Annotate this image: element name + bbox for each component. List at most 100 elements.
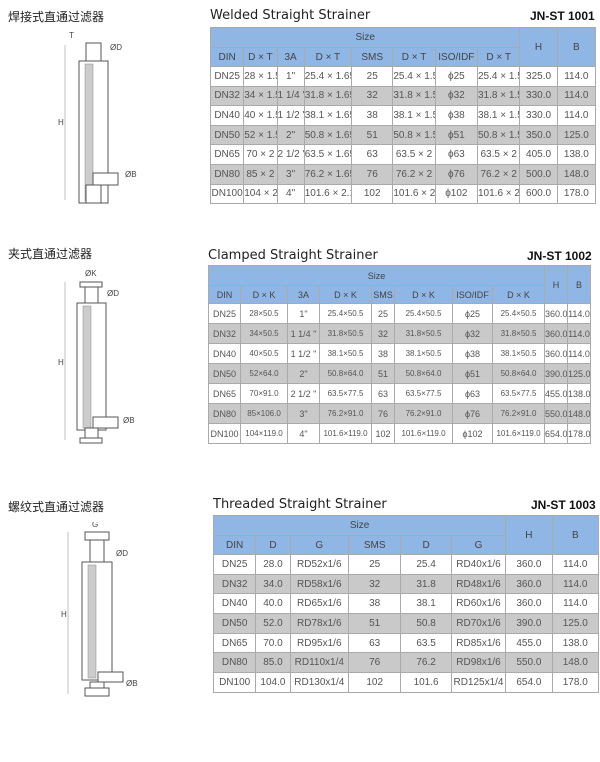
table-cell: DN100 xyxy=(209,183,245,205)
table-cell: 360.0 xyxy=(544,303,569,324)
table-cell: 31.8 × 1.5 xyxy=(392,85,436,107)
table-cell: 38 xyxy=(347,593,402,615)
table-row: DN80 85.0 RD110x1/4 76 76.2 RD98x1/6 550.0 148.… xyxy=(212,652,600,674)
table-cell: 28.0 xyxy=(255,554,291,575)
table-row: DN65 70.0 RD95x1/6 63 63.5 RD85x1/6 455.0 138.0 xyxy=(212,632,600,654)
column-header: D × T xyxy=(392,47,436,67)
model-code: JN-ST 1001 xyxy=(530,9,595,23)
threaded-strainer-table: Size H B DIN D G SMS D G DN25 28.0 RD52x1/6 25 25.4… xyxy=(212,515,600,693)
table-cell: 114.0 xyxy=(567,303,592,324)
table-cell: 76.2 × 2 xyxy=(476,163,521,185)
table-cell: 38.1 xyxy=(400,593,452,615)
column-header: DIN xyxy=(212,535,257,555)
dim-b-label: ØB xyxy=(123,416,135,425)
table-cell: 3" xyxy=(287,403,320,424)
table-cell: DN32 xyxy=(212,573,257,595)
table-cell: DN65 xyxy=(208,383,241,404)
table-cell: 50.8×64.0 xyxy=(394,363,453,384)
table-cell: 178.0 xyxy=(551,672,600,693)
table-cell: DN25 xyxy=(212,554,257,575)
table-cell: DN100 xyxy=(208,423,241,444)
dim-b-label: ØB xyxy=(126,679,138,688)
table-cell: 138.0 xyxy=(556,144,597,165)
table-row: DN80 85 × 2 3" 76.2 × 1.65 76 76.2 × 2 ϕ76 76.2… xyxy=(209,163,597,185)
table-cell: 34.0 xyxy=(255,573,291,595)
dim-top-label: ØK xyxy=(85,270,97,278)
table-cell: DN40 xyxy=(212,593,257,615)
table-cell: 114.0 xyxy=(556,66,597,87)
table-cell: 101.6 × 2 xyxy=(392,183,436,205)
table-cell: 102 xyxy=(371,423,395,444)
table-cell: 52×64.0 xyxy=(240,363,288,384)
table-cell: 50.8 xyxy=(400,613,452,634)
table-cell: 31.8×50.5 xyxy=(394,323,453,344)
column-header: D × K xyxy=(394,285,453,304)
table-cell: DN40 xyxy=(209,105,245,126)
table-cell: 63.5 × 2 xyxy=(476,144,521,165)
table-row: DN100 104×119.0 4" 101.6×119.0 102 101.6×119.… xyxy=(208,423,592,444)
table-cell: 25.4×50.5 xyxy=(319,303,372,324)
table-cell: 2 1/2 " xyxy=(276,144,305,165)
table-cell: 4" xyxy=(287,423,320,444)
table-cell: RD40x1/6 xyxy=(450,554,507,575)
section-title: Threaded Straight Strainer xyxy=(213,497,387,512)
table-cell: 38.1 × 1.65 xyxy=(303,105,353,126)
table-cell: 51 xyxy=(347,613,402,634)
b-header: B xyxy=(556,27,597,67)
table-cell: 25 xyxy=(347,554,402,575)
table-cell: 550.0 xyxy=(505,652,553,674)
column-header: G xyxy=(289,535,350,555)
dim-d-label: ØD xyxy=(116,549,128,558)
table-cell: 104 × 2 xyxy=(243,183,278,205)
table-cell: DN65 xyxy=(209,144,245,165)
table-row: DN32 34×50.5 1 1/4 " 31.8×50.5 32 31.8×50.5 ϕ3… xyxy=(208,323,592,344)
table-cell: RD78x1/6 xyxy=(289,613,350,634)
table-cell: DN32 xyxy=(209,85,245,107)
column-header: D xyxy=(400,535,452,555)
h-header: H xyxy=(505,515,553,555)
column-header: G xyxy=(450,535,507,555)
table-cell: DN100 xyxy=(212,672,257,693)
column-header: DIN xyxy=(209,47,245,67)
table-cell: ϕ76 xyxy=(452,403,493,424)
welded-strainer-table: Size H B DIN D × T 3A D × T SMS D × T ISO/IDF D ×… xyxy=(209,27,597,205)
size-header: Size xyxy=(209,27,521,48)
table-cell: DN65 xyxy=(212,632,257,654)
table-cell: 455.0 xyxy=(505,632,553,654)
table-cell: 350.0 xyxy=(519,124,558,146)
table-cell: RD95x1/6 xyxy=(289,632,350,654)
table-cell: 148.0 xyxy=(556,163,597,185)
table-cell: 114.0 xyxy=(551,554,600,575)
table-cell: 1 1/4 " xyxy=(287,323,320,344)
table-cell: 34 × 1.5 xyxy=(243,85,278,107)
column-header: D × T xyxy=(243,47,278,67)
table-cell: 76 xyxy=(347,652,402,674)
table-cell: 3" xyxy=(276,163,305,185)
table-cell: 38.1×50.5 xyxy=(491,343,546,364)
table-cell: 1" xyxy=(287,303,320,324)
table-cell: 38.1 × 1.5 xyxy=(476,105,521,126)
table-cell: RD48x1/6 xyxy=(450,573,507,595)
table-cell: 25.4×50.5 xyxy=(491,303,546,324)
table-cell: 654.0 xyxy=(505,672,553,693)
table-cell: RD60x1/6 xyxy=(450,593,507,615)
table-cell: 1" xyxy=(276,66,305,87)
table-cell: RD110x1/4 xyxy=(289,652,350,674)
dim-h-label: H xyxy=(58,118,64,127)
dim-d-label: ØD xyxy=(110,43,122,52)
table-cell: 76 xyxy=(371,403,395,424)
table-cell: DN80 xyxy=(212,652,257,674)
table-cell: 31.8 × 1.5 xyxy=(476,85,521,107)
model-code: JN-ST 1003 xyxy=(531,498,596,512)
table-cell: 63.5×77.5 xyxy=(394,383,453,404)
table-cell: RD58x1/6 xyxy=(289,573,350,595)
table-cell: 138.0 xyxy=(567,383,592,404)
section-cn-title: 焊接式直通过滤器 xyxy=(8,10,105,24)
table-cell: 125.0 xyxy=(567,363,592,384)
table-cell: 52.0 xyxy=(255,613,291,634)
column-header: ISO/IDF xyxy=(434,47,479,67)
table-cell: 104.0 xyxy=(255,672,291,693)
table-cell: ϕ76 xyxy=(434,163,479,185)
